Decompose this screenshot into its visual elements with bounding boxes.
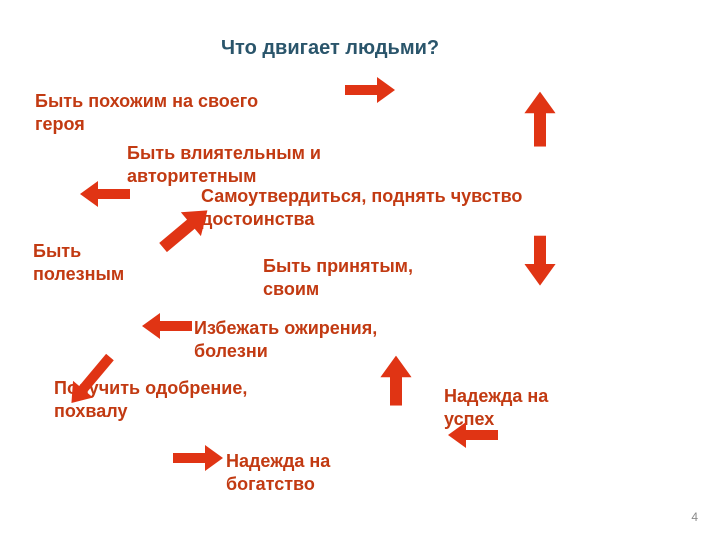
motivator-hero: Быть похожим на своегогероя xyxy=(35,90,258,135)
motivator-accepted: Быть принятым,своим xyxy=(263,255,413,300)
arrow-a8 xyxy=(380,356,416,406)
arrow-icon xyxy=(173,445,223,471)
arrow-icon xyxy=(380,356,411,406)
arrow-a2 xyxy=(524,92,560,147)
arrow-icon xyxy=(80,181,130,207)
slide-title: Что двигает людьми? xyxy=(221,37,439,60)
arrow-icon xyxy=(448,422,498,448)
page-number: 4 xyxy=(691,510,698,524)
motivator-assert: Самоутвердиться, поднять чувстводостоинс… xyxy=(201,185,522,230)
slide: Что двигает людьми? Быть похожим на свое… xyxy=(0,0,720,540)
motivator-useful: Бытьполезным xyxy=(33,240,124,285)
motivator-influence: Быть влиятельным иавторитетным xyxy=(127,142,321,187)
motivator-wealth: Надежда набогатство xyxy=(226,450,330,495)
arrow-a5 xyxy=(519,236,555,286)
arrow-icon xyxy=(345,77,395,103)
arrow-a6 xyxy=(142,308,192,339)
arrow-a3 xyxy=(80,176,130,207)
arrow-icon xyxy=(142,313,192,339)
arrow-a10 xyxy=(173,445,223,476)
arrow-icon xyxy=(524,236,555,286)
arrow-a1 xyxy=(345,77,395,108)
motivator-avoid: Избежать ожирения,болезни xyxy=(194,317,377,362)
arrow-icon xyxy=(524,92,555,147)
arrow-a9 xyxy=(448,417,498,448)
